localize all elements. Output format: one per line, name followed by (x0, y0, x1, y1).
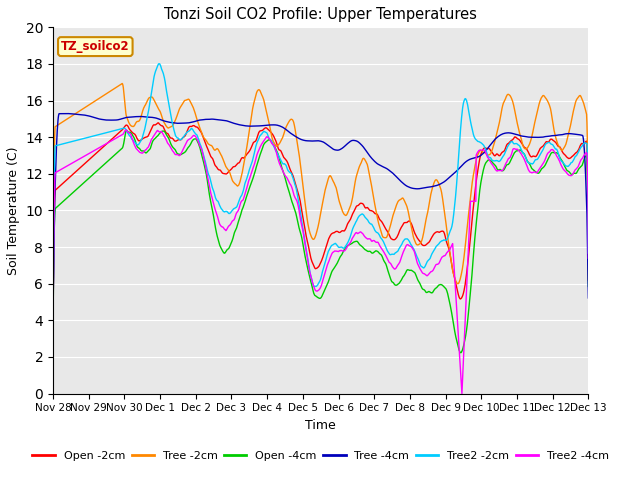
Tree2 -4cm (458, 391, 466, 396)
Tree2 -2cm (354, 215, 362, 221)
Line: Open -2cm: Open -2cm (53, 123, 588, 318)
Open -2cm (113, 132, 120, 138)
Tree -4cm (62, 110, 70, 116)
Open -4cm (584, 284, 592, 289)
Line: Tree2 -4cm: Tree2 -4cm (53, 130, 588, 394)
Y-axis label: Soil Temperature (C): Soil Temperature (C) (7, 146, 20, 275)
Open -4cm (354, 240, 362, 245)
Open -4cm (91, 170, 99, 176)
Title: Tonzi Soil CO2 Profile: Upper Temperatures: Tonzi Soil CO2 Profile: Upper Temperatur… (164, 7, 477, 22)
Tree2 -4cm (122, 127, 130, 133)
Open -4cm (276, 160, 284, 166)
Tree -2cm (49, 291, 57, 297)
Line: Tree -2cm: Tree -2cm (53, 84, 588, 294)
Tree -4cm (288, 131, 296, 137)
Tree2 -4cm (113, 135, 120, 141)
Tree2 -2cm (584, 250, 592, 256)
Tree -4cm (276, 123, 284, 129)
Tree -4cm (584, 295, 592, 301)
Open -2cm (91, 152, 99, 158)
Open -4cm (298, 232, 305, 238)
Tree -4cm (298, 137, 305, 143)
Tree2 -4cm (91, 148, 99, 154)
Tree2 -4cm (49, 329, 57, 335)
Tree -2cm (113, 84, 120, 90)
Open -2cm (154, 120, 162, 126)
Tree -4cm (49, 307, 57, 312)
Open -4cm (288, 198, 296, 204)
Tree -2cm (298, 168, 305, 174)
Tree -2cm (276, 139, 284, 144)
Tree2 -2cm (288, 171, 296, 177)
Tree2 -4cm (276, 163, 284, 168)
Open -2cm (354, 203, 362, 208)
Tree2 -4cm (584, 255, 592, 261)
Legend: Open -2cm, Tree -2cm, Open -4cm, Tree -4cm, Tree2 -2cm, Tree2 -4cm: Open -2cm, Tree -2cm, Open -4cm, Tree -4… (28, 447, 613, 466)
Tree -2cm (584, 267, 592, 273)
Open -4cm (49, 322, 57, 327)
Open -2cm (288, 169, 296, 175)
Tree -4cm (113, 117, 120, 123)
Open -2cm (276, 148, 284, 154)
Tree2 -2cm (49, 321, 57, 327)
Open -2cm (298, 204, 305, 210)
Tree2 -4cm (288, 184, 296, 190)
Tree2 -2cm (156, 61, 163, 67)
Tree2 -2cm (298, 215, 305, 221)
Open -4cm (113, 151, 120, 156)
Tree -2cm (354, 168, 362, 174)
Tree2 -4cm (354, 230, 362, 236)
Tree -4cm (91, 115, 99, 120)
Line: Tree2 -2cm: Tree2 -2cm (53, 64, 588, 324)
X-axis label: Time: Time (305, 419, 336, 432)
Tree2 -2cm (276, 157, 284, 163)
Tree -4cm (354, 139, 362, 144)
Tree2 -4cm (298, 220, 305, 226)
Open -2cm (49, 315, 57, 321)
Line: Tree -4cm: Tree -4cm (53, 113, 588, 310)
Tree2 -2cm (113, 127, 120, 133)
Tree2 -2cm (91, 133, 99, 139)
Tree -2cm (288, 116, 296, 122)
Open -4cm (123, 127, 131, 133)
Text: TZ_soilco2: TZ_soilco2 (61, 40, 130, 53)
Open -4cm (457, 350, 465, 356)
Tree -2cm (118, 81, 126, 86)
Open -2cm (584, 277, 592, 283)
Line: Open -4cm: Open -4cm (53, 130, 588, 353)
Tree -2cm (91, 98, 99, 104)
